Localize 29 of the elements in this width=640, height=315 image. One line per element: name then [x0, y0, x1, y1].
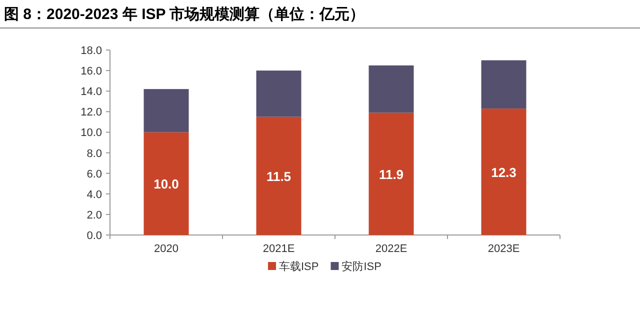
bar	[481, 60, 526, 109]
bar	[256, 70, 302, 117]
data-label: 12.3	[491, 164, 516, 180]
data-label: 11.9	[378, 166, 404, 182]
y-tick-label: 6.0	[86, 168, 102, 180]
bar	[368, 65, 414, 113]
x-tick-label: 2023E	[488, 243, 520, 255]
y-tick-label: 16.0	[80, 66, 102, 78]
x-tick-label: 2020	[154, 243, 178, 255]
y-tick-label: 18.0	[80, 45, 102, 57]
bar	[144, 89, 189, 132]
data-label: 10.0	[154, 176, 179, 192]
bar	[256, 116, 302, 235]
y-tick-label: 0.0	[86, 230, 102, 242]
y-tick-label: 12.0	[80, 106, 102, 119]
y-tick-label: 14.0	[80, 86, 102, 98]
y-tick-label: 4.0	[86, 188, 102, 201]
bar	[144, 132, 189, 235]
data-label: 11.5	[266, 168, 292, 184]
x-tick-label: 2022E	[375, 243, 408, 255]
y-tick-label: 2.0	[86, 209, 102, 222]
legend-label: 安防ISP	[342, 260, 382, 273]
y-tick-label: 8.0	[86, 148, 102, 160]
bar	[368, 112, 414, 235]
y-tick-label: 10.0	[80, 127, 102, 140]
legend-label: 车载ISP	[279, 260, 319, 273]
bar	[481, 108, 526, 235]
chart-title: 图 8：2020-2023 年 ISP 市场规模测算（单位：亿元）	[4, 5, 365, 23]
x-tick-label: 2021E	[262, 243, 295, 255]
